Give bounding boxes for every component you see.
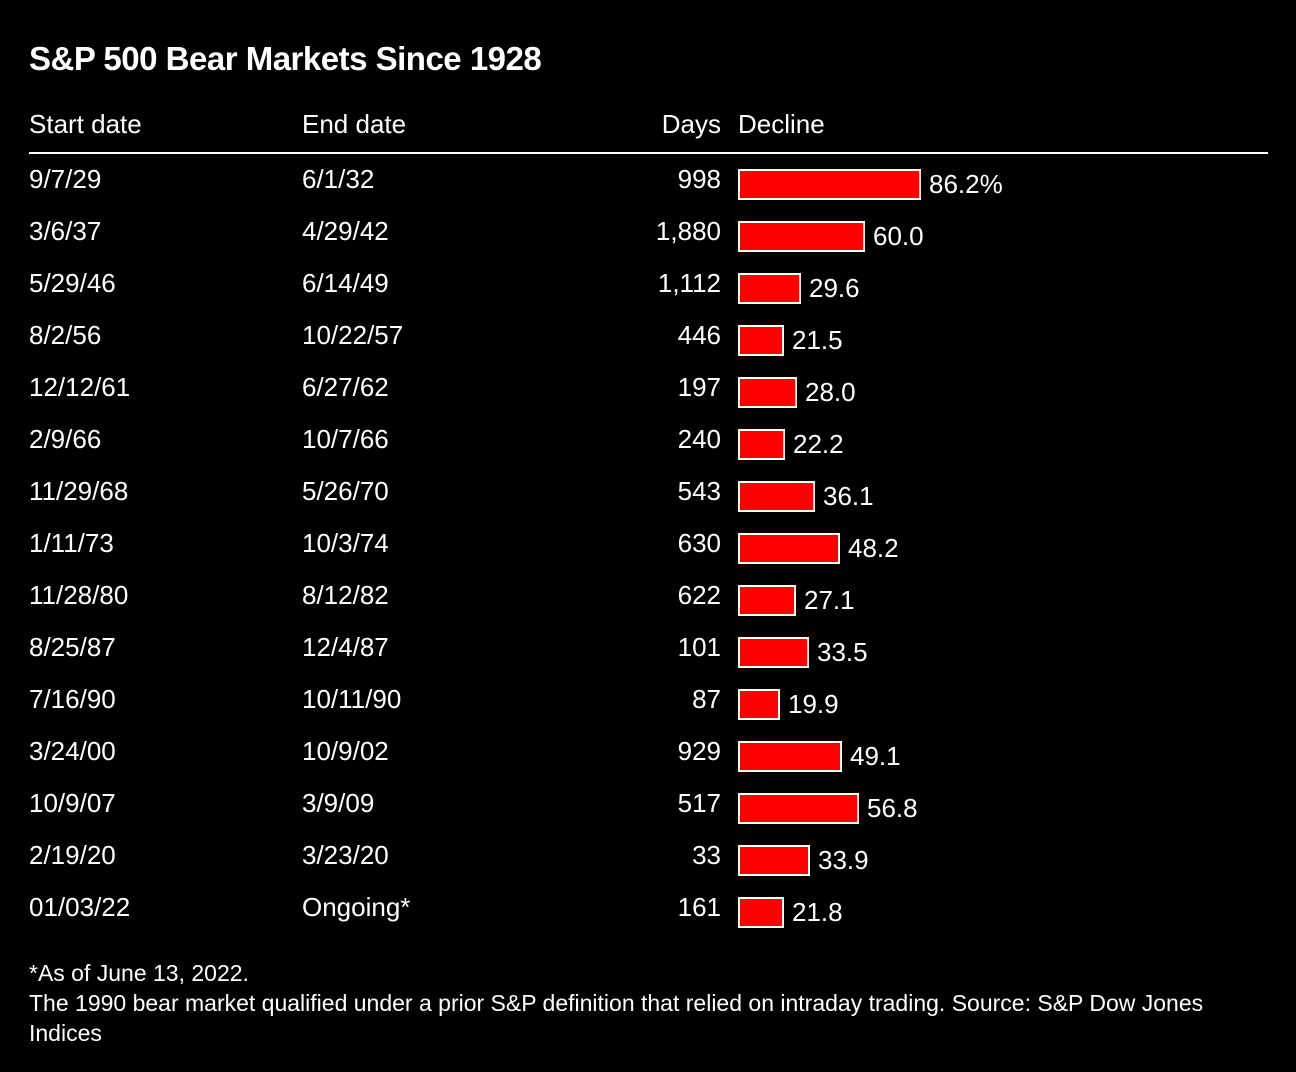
start-date-cell: 11/29/68 bbox=[29, 476, 129, 506]
decline-label: 49.1 bbox=[850, 741, 901, 771]
decline-label: 36.1 bbox=[823, 481, 874, 511]
header-start-date: Start date bbox=[29, 109, 142, 139]
decline-bar bbox=[738, 637, 809, 668]
start-date-cell: 8/2/56 bbox=[29, 320, 102, 350]
start-date-cell: 1/11/73 bbox=[29, 528, 114, 558]
table-row: 2/9/66 10/7/66 240 22.2 bbox=[0, 418, 1296, 470]
end-date-cell: 6/27/62 bbox=[302, 372, 389, 402]
table-row: 11/29/68 5/26/70 543 36.1 bbox=[0, 470, 1296, 522]
start-date-cell: 8/25/87 bbox=[29, 632, 116, 662]
decline-bar bbox=[738, 377, 797, 408]
days-cell: 161 bbox=[677, 892, 721, 922]
table-row: 8/25/87 12/4/87 101 33.5 bbox=[0, 626, 1296, 678]
start-date-cell: 5/29/46 bbox=[29, 268, 116, 298]
table-row: 1/11/73 10/3/74 630 48.2 bbox=[0, 522, 1296, 574]
table-row: 10/9/07 3/9/09 517 56.8 bbox=[0, 782, 1296, 834]
decline-bar bbox=[738, 325, 784, 356]
start-date-cell: 3/6/37 bbox=[29, 216, 102, 246]
decline-label: 48.2 bbox=[848, 533, 899, 563]
start-date-cell: 01/03/22 bbox=[29, 892, 131, 922]
days-cell: 446 bbox=[677, 320, 721, 350]
decline-label: 56.8 bbox=[867, 793, 918, 823]
decline-label: 28.0 bbox=[805, 377, 856, 407]
decline-bar bbox=[738, 689, 780, 720]
footnote-source: The 1990 bear market qualified under a p… bbox=[29, 990, 1204, 1046]
table-row: 12/12/61 6/27/62 197 28.0 bbox=[0, 366, 1296, 418]
end-date-cell: 6/1/32 bbox=[302, 164, 375, 194]
days-cell: 1,112 bbox=[657, 268, 721, 298]
days-cell: 240 bbox=[677, 424, 721, 454]
table-row: 3/6/37 4/29/42 1,880 60.0 bbox=[0, 210, 1296, 262]
days-cell: 998 bbox=[677, 164, 721, 194]
decline-label: 29.6 bbox=[809, 273, 860, 303]
table-row: 2/19/20 3/23/20 33 33.9 bbox=[0, 834, 1296, 886]
decline-bar bbox=[738, 741, 842, 772]
days-cell: 929 bbox=[677, 736, 721, 766]
end-date-cell: 10/11/90 bbox=[302, 684, 402, 714]
end-date-cell: 8/12/82 bbox=[302, 580, 389, 610]
end-date-cell: 10/7/66 bbox=[302, 424, 389, 454]
table-row: 8/2/56 10/22/57 446 21.5 bbox=[0, 314, 1296, 366]
decline-bar bbox=[738, 533, 840, 564]
footnote: *As of June 13, 2022. The 1990 bear mark… bbox=[29, 958, 1269, 1048]
table-row: 11/28/80 8/12/82 622 27.1 bbox=[0, 574, 1296, 626]
end-date-cell: 3/9/09 bbox=[302, 788, 375, 818]
decline-bar bbox=[738, 793, 859, 824]
days-cell: 622 bbox=[677, 580, 721, 610]
days-cell: 543 bbox=[677, 476, 721, 506]
days-cell: 630 bbox=[677, 528, 721, 558]
start-date-cell: 10/9/07 bbox=[29, 788, 116, 818]
decline-label: 19.9 bbox=[788, 689, 839, 719]
decline-label: 33.9 bbox=[818, 845, 869, 875]
end-date-cell: 10/22/57 bbox=[302, 320, 404, 350]
decline-bar bbox=[738, 273, 801, 304]
start-date-cell: 2/19/20 bbox=[29, 840, 116, 870]
table-row: 01/03/22 Ongoing* 161 21.8 bbox=[0, 886, 1296, 938]
days-cell: 33 bbox=[692, 840, 721, 870]
days-cell: 517 bbox=[677, 788, 721, 818]
days-cell: 87 bbox=[692, 684, 721, 714]
decline-label: 86.2% bbox=[929, 169, 1003, 199]
chart-title: S&P 500 Bear Markets Since 1928 bbox=[29, 40, 542, 77]
end-date-cell: Ongoing* bbox=[302, 892, 411, 922]
days-cell: 101 bbox=[677, 632, 721, 662]
start-date-cell: 2/9/66 bbox=[29, 424, 102, 454]
decline-bar bbox=[738, 585, 796, 616]
header-decline: Decline bbox=[738, 109, 825, 139]
decline-label: 21.8 bbox=[792, 897, 843, 927]
header-divider bbox=[29, 152, 1268, 154]
decline-label: 21.5 bbox=[792, 325, 843, 355]
table-row: 9/7/29 6/1/32 998 86.2% bbox=[0, 158, 1296, 210]
table-row: 7/16/90 10/11/90 87 19.9 bbox=[0, 678, 1296, 730]
decline-bar bbox=[738, 845, 810, 876]
end-date-cell: 6/14/49 bbox=[302, 268, 389, 298]
header-end-date: End date bbox=[302, 109, 407, 139]
end-date-cell: 10/3/74 bbox=[302, 528, 389, 558]
end-date-cell: 5/26/70 bbox=[302, 476, 389, 506]
decline-bar bbox=[738, 221, 865, 252]
footnote-asof: *As of June 13, 2022. bbox=[29, 960, 249, 986]
start-date-cell: 3/24/00 bbox=[29, 736, 116, 766]
decline-label: 33.5 bbox=[817, 637, 868, 667]
decline-bar bbox=[738, 481, 815, 512]
days-cell: 1,880 bbox=[655, 216, 721, 246]
table-row: 5/29/46 6/14/49 1,112 29.6 bbox=[0, 262, 1296, 314]
decline-bar bbox=[738, 429, 785, 460]
decline-label: 27.1 bbox=[804, 585, 855, 615]
start-date-cell: 9/7/29 bbox=[29, 164, 102, 194]
end-date-cell: 3/23/20 bbox=[302, 840, 389, 870]
days-cell: 197 bbox=[677, 372, 721, 402]
decline-bar bbox=[738, 897, 784, 928]
start-date-cell: 11/28/80 bbox=[29, 580, 129, 610]
start-date-cell: 12/12/61 bbox=[29, 372, 131, 402]
header-days: Days bbox=[661, 109, 721, 139]
end-date-cell: 4/29/42 bbox=[302, 216, 389, 246]
decline-label: 22.2 bbox=[793, 429, 844, 459]
start-date-cell: 7/16/90 bbox=[29, 684, 116, 714]
decline-bar bbox=[738, 169, 921, 200]
end-date-cell: 10/9/02 bbox=[302, 736, 389, 766]
decline-label: 60.0 bbox=[873, 221, 924, 251]
end-date-cell: 12/4/87 bbox=[302, 632, 389, 662]
table-row: 3/24/00 10/9/02 929 49.1 bbox=[0, 730, 1296, 782]
